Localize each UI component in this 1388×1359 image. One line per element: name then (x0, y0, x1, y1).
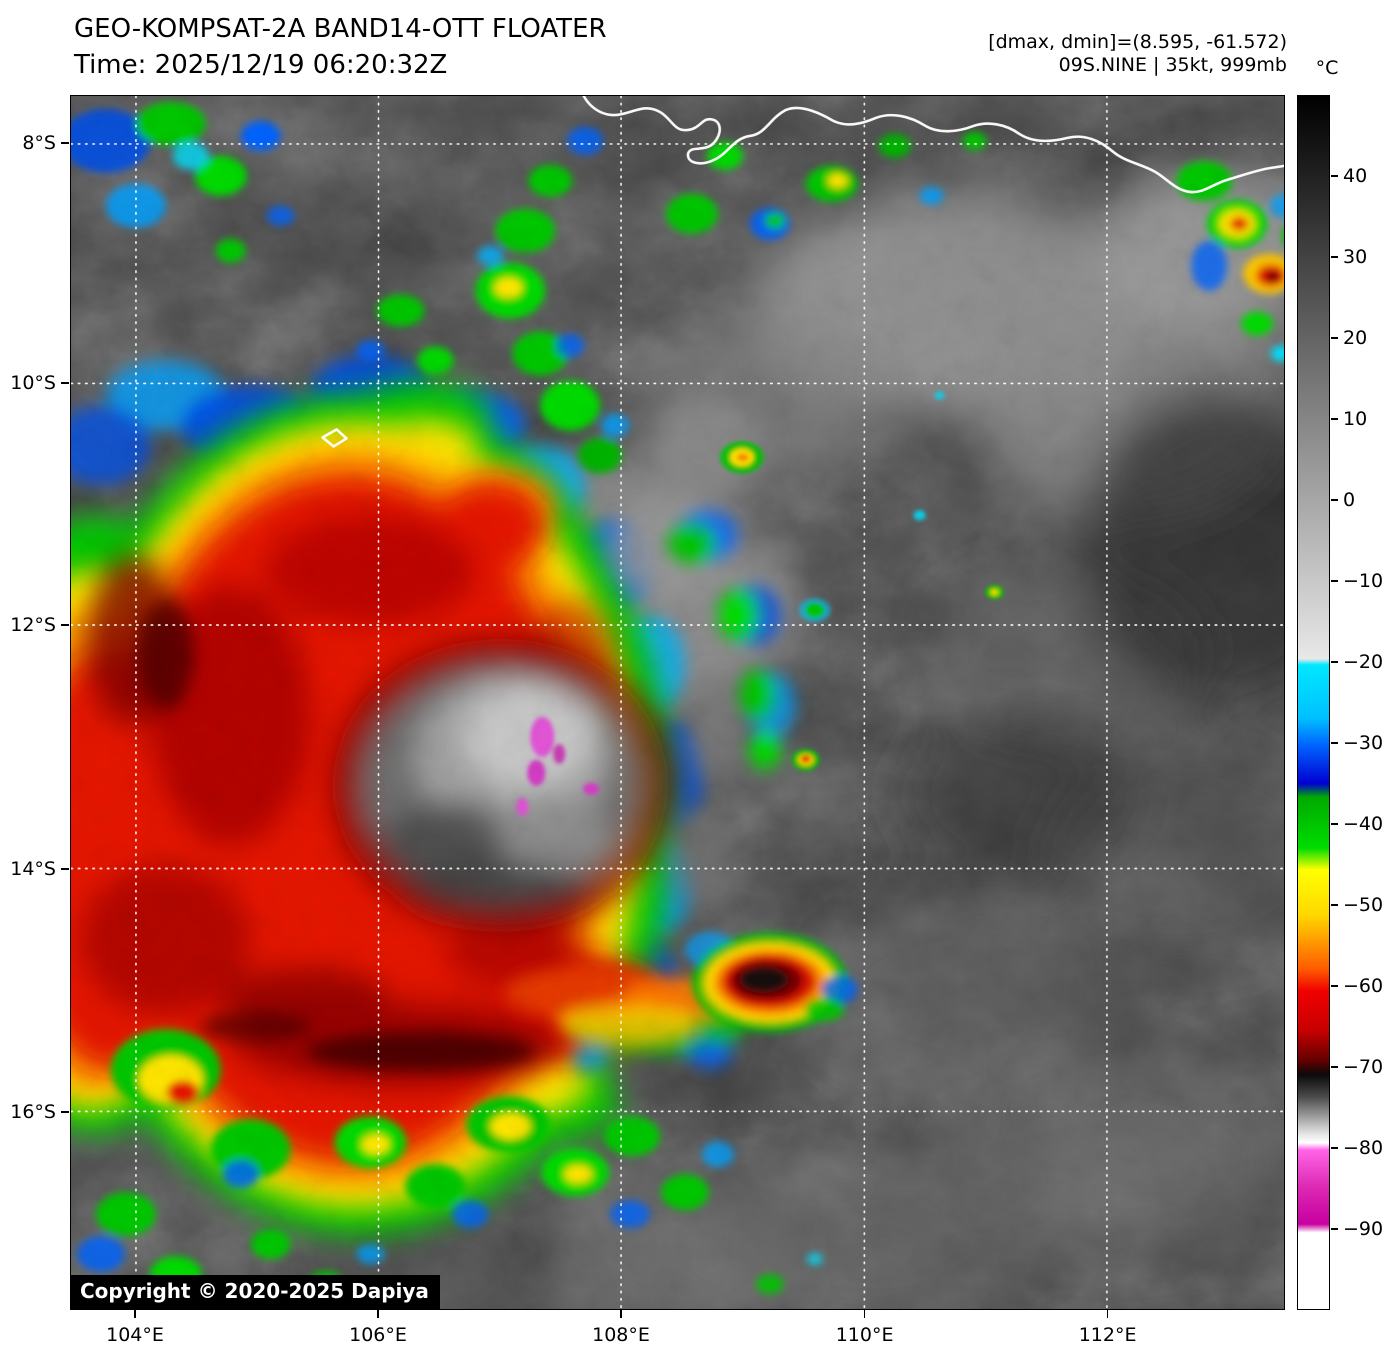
timestamp: Time: 2025/12/19 06:20:32Z (74, 50, 448, 80)
colorbar-tick-mark (1331, 661, 1338, 663)
lon-tick-mark (620, 1310, 622, 1318)
lat-label: 8°S (22, 131, 56, 154)
lat-tick-mark (61, 624, 69, 626)
lon-tick-mark (1106, 1310, 1109, 1318)
storm-info: 09S.NINE | 35kt, 999mb (1058, 54, 1287, 76)
lon-tick-mark (134, 1310, 136, 1318)
lon-label: 110°E (835, 1324, 894, 1346)
lon-label: 108°E (592, 1324, 650, 1346)
colorbar-tick-label: −70 (1343, 1056, 1384, 1078)
coastline (582, 96, 1284, 194)
colorbar-tick-label: −80 (1343, 1137, 1384, 1159)
lat-label: 10°S (10, 371, 56, 394)
lon-tick-mark (863, 1310, 866, 1318)
colorbar (1297, 95, 1330, 1310)
lat-tick-mark (61, 1111, 69, 1113)
colorbar-tick-label: 20 (1343, 327, 1368, 349)
colorbar-tick-label: 0 (1343, 489, 1356, 511)
colorbar-tick-mark (1331, 1228, 1338, 1230)
colorbar-tick-mark (1331, 742, 1338, 744)
colorbar-tick-mark (1331, 499, 1338, 501)
colorbar-tick-label: 10 (1343, 408, 1368, 430)
lat-label: 12°S (10, 613, 56, 636)
lon-label: 106°E (349, 1324, 407, 1346)
colorbar-tick-label: 40 (1343, 165, 1368, 187)
colorbar-tick-label: −20 (1343, 651, 1384, 673)
lon-label: 112°E (1078, 1324, 1137, 1346)
lon-label: 104°E (106, 1324, 164, 1346)
colorbar-tick-mark (1331, 823, 1338, 825)
colorbar-unit-label: °C (1315, 57, 1339, 79)
colorbar-tick-label: 30 (1343, 246, 1368, 268)
lon-tick-mark (377, 1310, 379, 1318)
lat-tick-mark (61, 382, 69, 384)
fine-texture (71, 96, 1284, 1309)
colorbar-tick-mark (1331, 337, 1338, 339)
satellite-imagery (71, 96, 1284, 1309)
colorbar-tick-mark (1331, 904, 1338, 906)
dmax-dmin-readout: [dmax, dmin]=(8.595, -61.572) (988, 31, 1287, 53)
colorbar-tick-label: −10 (1343, 570, 1384, 592)
page-title: GEO-KOMPSAT-2A BAND14-OTT FLOATER (74, 14, 607, 44)
colorbar-tick-mark (1331, 256, 1338, 258)
copyright-badge: Copyright © 2020-2025 Dapiya (71, 1275, 440, 1309)
island-outline (321, 428, 348, 448)
colorbar-tick-mark (1331, 985, 1338, 987)
lat-label: 14°S (10, 857, 56, 880)
colorbar-tick-mark (1331, 175, 1338, 177)
colorbar-tick-mark (1331, 1066, 1338, 1068)
lat-tick-mark (61, 142, 69, 144)
satellite-map (70, 95, 1285, 1310)
lat-tick-mark (61, 868, 69, 870)
colorbar-tick-label: −90 (1343, 1218, 1384, 1240)
colorbar-tick-mark (1331, 1147, 1338, 1149)
colorbar-tick-label: −30 (1343, 732, 1384, 754)
colorbar-tick-label: −50 (1343, 894, 1384, 916)
colorbar-gradient (1298, 96, 1329, 1309)
colorbar-tick-mark (1331, 580, 1338, 582)
header-annotations: [dmax, dmin]=(8.595, -61.572) 09S.NINE |… (887, 31, 1287, 77)
lat-label: 16°S (10, 1100, 56, 1123)
graticule (71, 96, 1284, 1309)
colorbar-tick-mark (1331, 418, 1338, 420)
colorbar-tick-label: −40 (1343, 813, 1384, 835)
colorbar-tick-label: −60 (1343, 975, 1384, 997)
